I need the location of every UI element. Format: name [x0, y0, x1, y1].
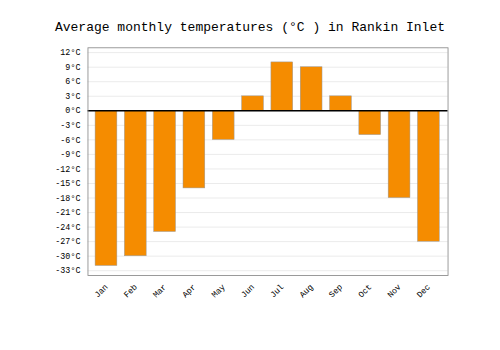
svg-text:0°C: 0°C: [65, 106, 80, 116]
svg-text:Feb: Feb: [122, 282, 140, 300]
svg-text:Sep: Sep: [327, 282, 345, 300]
svg-text:Aug: Aug: [298, 282, 316, 300]
svg-text:Apr: Apr: [181, 282, 199, 300]
svg-text:3°C: 3°C: [65, 92, 80, 102]
svg-text:-24°C: -24°C: [55, 223, 80, 233]
svg-text:6°C: 6°C: [65, 77, 80, 87]
svg-text:Mar: Mar: [151, 282, 169, 300]
svg-text:-21°C: -21°C: [55, 208, 80, 218]
svg-text:-3°C: -3°C: [60, 121, 80, 131]
svg-text:Oct: Oct: [356, 282, 374, 300]
svg-text:-33°C: -33°C: [55, 266, 80, 276]
svg-text:-30°C: -30°C: [55, 252, 80, 262]
svg-text:-18°C: -18°C: [55, 194, 80, 204]
svg-text:9°C: 9°C: [65, 63, 80, 73]
svg-text:Jun: Jun: [239, 282, 257, 300]
svg-text:Nov: Nov: [386, 282, 404, 300]
svg-text:Jan: Jan: [93, 282, 111, 300]
html-text:Average monthly temperatures (: Average monthly temperatures (°C ) in Ra…: [55, 20, 445, 35]
svg-text:-6°C: -6°C: [60, 136, 80, 146]
svg-text:-12°C: -12°C: [55, 165, 80, 175]
svg-text:-9°C: -9°C: [60, 150, 80, 160]
svg-text:Dec: Dec: [415, 282, 433, 300]
svg-text:-15°C: -15°C: [55, 179, 80, 189]
svg-text:12°C: 12°C: [60, 48, 80, 58]
svg-text:Jul: Jul: [269, 282, 287, 300]
svg-text:-27°C: -27°C: [55, 237, 80, 247]
svg-text:May: May: [210, 282, 228, 300]
